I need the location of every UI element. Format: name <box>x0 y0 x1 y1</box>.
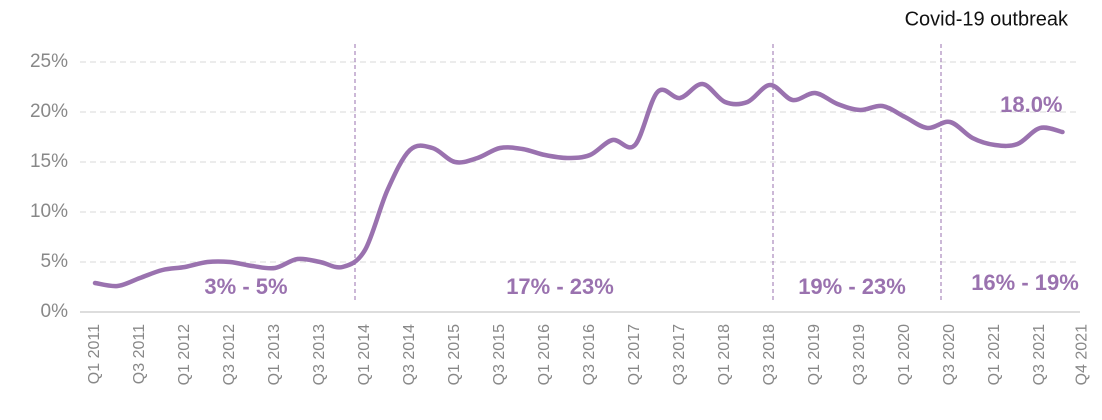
x-tick-label: Q3 2012 <box>221 324 238 385</box>
x-tick-label: Q1 2013 <box>266 324 283 385</box>
x-tick-label: Q3 2018 <box>761 324 778 385</box>
y-tick-label: 15% <box>30 151 68 172</box>
period-label: 17% - 23% <box>506 274 614 299</box>
x-tick-label: Q3 2013 <box>311 324 328 385</box>
x-tick-label: Q3 2016 <box>581 324 598 385</box>
period-label: 19% - 23% <box>798 274 906 299</box>
x-tick-label: Q1 2011 <box>86 324 103 384</box>
x-tick-label: Q3 2020 <box>941 324 958 385</box>
period-label: 16% - 19% <box>971 270 1079 295</box>
x-tick-label: Q1 2012 <box>176 324 193 385</box>
annotation: Covid-19 outbreak <box>905 8 1069 30</box>
y-tick-label: 0% <box>41 301 69 322</box>
period-label: 3% - 5% <box>204 274 287 299</box>
x-tick-label: Q1 2018 <box>716 324 733 385</box>
x-tick-label: Q1 2015 <box>446 324 463 385</box>
x-tick-label: Q3 2014 <box>401 324 418 385</box>
y-tick-label: 10% <box>30 201 68 222</box>
line <box>92 81 1065 289</box>
x-tick-label: Q1 2020 <box>896 324 913 385</box>
x-tick-label: Q1 2017 <box>626 324 643 385</box>
x-tick-label: Q1 2019 <box>806 324 823 385</box>
x-tick-label: Q1 2014 <box>356 324 373 385</box>
x-tick-label: Q3 2011 <box>131 324 148 384</box>
x-tick-label: Q3 2021 <box>1031 324 1048 385</box>
y-tick-label: 25% <box>30 51 68 72</box>
data-label: 18.0% <box>1000 92 1062 117</box>
x-tick-label: Q3 2017 <box>671 324 688 385</box>
x-tick-label: Q4 2021 <box>1074 324 1091 385</box>
x-tick-label: Q3 2015 <box>491 324 508 385</box>
x-tick-label: Q1 2016 <box>536 324 553 385</box>
x-tick-label: Q1 2021 <box>986 324 1003 385</box>
x-tick-label: Q3 2019 <box>851 324 868 385</box>
y-tick-label: 5% <box>41 251 69 272</box>
y-tick-label: 20% <box>30 101 68 122</box>
